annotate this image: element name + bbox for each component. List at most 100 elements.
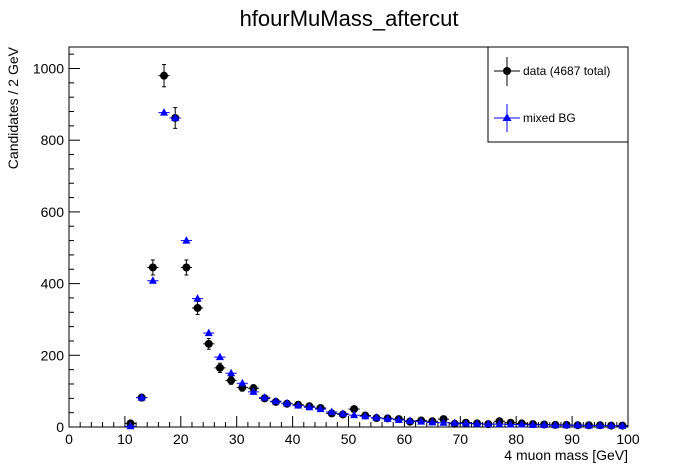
legend-marker-triangle: [502, 113, 512, 121]
marker-triangle: [193, 294, 202, 302]
marker-triangle: [305, 402, 314, 411]
data-point: [538, 420, 550, 428]
y-tick-label: 600: [41, 204, 65, 220]
marker-triangle: [361, 411, 370, 420]
marker-triangle: [227, 368, 236, 377]
marker-triangle: [294, 400, 303, 409]
marker-triangle: [618, 421, 627, 429]
x-axis-label: 4 muon mass [GeV]: [504, 447, 628, 463]
data-point: [572, 420, 584, 429]
x-tick-label: 50: [341, 431, 357, 447]
marker-triangle: [562, 420, 571, 429]
chart-title: hfourMuMass_aftercut: [240, 6, 459, 31]
data-point: [158, 64, 170, 88]
data-point: [415, 417, 427, 425]
marker-triangle: [327, 407, 336, 415]
data-point: [605, 421, 617, 429]
data-point: [594, 421, 606, 429]
marker-triangle: [137, 393, 146, 401]
data-point: [203, 337, 215, 350]
data-point: [147, 276, 159, 284]
data-point: [505, 419, 517, 428]
marker-triangle: [517, 419, 526, 428]
marker-circle: [204, 339, 213, 348]
marker-triangle: [171, 113, 180, 121]
data-point: [236, 378, 248, 387]
marker-triangle: [506, 419, 515, 428]
marker-triangle: [405, 416, 414, 424]
x-tick-label: 10: [117, 431, 133, 447]
marker-triangle: [383, 414, 392, 422]
y-tick-label: 1000: [33, 61, 64, 77]
data-point: [370, 413, 383, 421]
marker-triangle: [271, 396, 280, 405]
marker-triangle: [551, 420, 560, 429]
marker-circle: [160, 71, 169, 80]
marker-triangle: [584, 421, 593, 429]
legend-box: [487, 46, 629, 143]
x-tick-label: 40: [285, 431, 301, 447]
marker-triangle: [573, 420, 582, 429]
marker-triangle: [372, 413, 381, 421]
legend: data (4687 total) mixed BG: [487, 46, 629, 143]
data-point: [393, 415, 405, 423]
marker-triangle: [148, 276, 157, 284]
x-tick-label: 70: [453, 431, 469, 447]
data-point: [337, 409, 349, 417]
marker-circle: [148, 263, 157, 272]
series-mixed-bg: [124, 108, 628, 430]
marker-triangle: [238, 378, 247, 387]
data-point: [214, 362, 226, 374]
data-point: [225, 368, 237, 377]
x-tick-label: 60: [397, 431, 413, 447]
data-point: [460, 418, 472, 427]
data-point: [281, 398, 293, 407]
x-tick-label: 90: [564, 431, 580, 447]
marker-triangle: [540, 420, 549, 428]
data-point: [203, 328, 215, 337]
marker-circle: [350, 405, 359, 414]
marker-triangle: [484, 419, 493, 428]
marker-triangle: [249, 387, 258, 395]
legend-label-mixed-bg: mixed BG: [523, 111, 576, 125]
data-point: [270, 396, 282, 405]
data-point: [214, 352, 226, 361]
data-point: [292, 400, 304, 409]
y-tick-label: 0: [56, 419, 64, 435]
data-point: [259, 393, 271, 401]
marker-triangle: [160, 108, 169, 116]
data-point: [180, 236, 192, 244]
marker-circle: [193, 303, 202, 312]
data-point: [136, 393, 148, 401]
marker-triangle: [428, 417, 437, 426]
y-tick-label: 400: [41, 276, 65, 292]
legend-entry-data: data (4687 total): [494, 57, 610, 86]
data-point: [169, 113, 181, 121]
data-point: [191, 301, 204, 315]
data-point: [493, 419, 506, 428]
y-axis: 0 200 400 600 800 1000: [33, 53, 80, 435]
data-point: [247, 387, 260, 395]
y-axis-label: Candidates / 2 GeV: [5, 46, 21, 169]
data-point: [158, 108, 170, 116]
data-point: [583, 421, 595, 429]
y-tick-label: 800: [41, 132, 65, 148]
marker-triangle: [182, 236, 191, 244]
x-tick-label: 80: [508, 431, 524, 447]
x-axis: 0 10 20 30 40 50 60 70 80 90 100: [65, 416, 640, 447]
data-point: [404, 416, 416, 424]
legend-entry-mixed-bg: mixed BG: [494, 104, 576, 132]
data-point: [426, 417, 438, 426]
marker-triangle: [528, 420, 537, 428]
marker-triangle: [596, 421, 605, 429]
y-tick-label: 200: [41, 347, 65, 363]
data-point: [382, 414, 394, 422]
data-point: [314, 404, 327, 413]
data-point: [359, 411, 371, 420]
marker-triangle: [439, 418, 448, 426]
data-point: [527, 420, 539, 428]
marker-triangle: [461, 418, 470, 427]
data-point: [560, 420, 573, 429]
x-tick-label: 20: [173, 431, 189, 447]
